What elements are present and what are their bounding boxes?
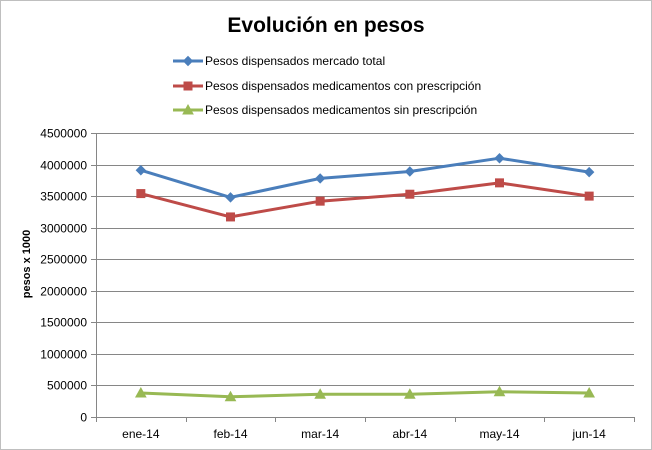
legend-item: Pesos dispensados medicamentos con presc… <box>173 79 481 93</box>
data-point-marker <box>405 189 415 199</box>
series-3 <box>134 385 596 402</box>
data-point-marker <box>182 103 194 115</box>
y-tick-label: 1500000 <box>40 316 87 330</box>
legend-label: Pesos dispensados medicamentos sin presc… <box>205 103 477 117</box>
y-tick-labels: 0 500000 1000000 1500000 2000000 2500000 30000… <box>40 127 87 425</box>
data-point-marker <box>583 166 595 178</box>
data-point-marker <box>403 388 416 399</box>
series-1 <box>135 153 595 203</box>
data-point-marker <box>315 196 325 206</box>
y-tick-label: 4500000 <box>40 127 87 141</box>
data-point-marker <box>224 390 237 402</box>
legend-item: Pesos dispensados mercado total <box>173 54 385 68</box>
y-tick-label: 0 <box>80 411 87 425</box>
data-point-marker <box>314 173 326 184</box>
x-tick-label: ene-14 <box>122 427 160 441</box>
chart-title: Evolución en pesos <box>227 14 424 37</box>
y-tick-label: 2000000 <box>40 285 87 299</box>
series-group <box>134 153 596 402</box>
x-tick-label: abr-14 <box>392 427 427 441</box>
y-tick-label: 3000000 <box>40 222 87 236</box>
data-point-marker <box>136 189 146 199</box>
y-tick-label: 1000000 <box>40 348 87 362</box>
data-point-marker <box>404 166 416 177</box>
y-tick-label: 500000 <box>47 379 87 393</box>
y-tick-label: 4000000 <box>40 159 87 173</box>
x-tick-labels: ene-14 feb-14 mar-14 abr-14 may-14 jun-14 <box>122 427 606 441</box>
data-point-marker <box>183 81 193 91</box>
x-tick-label: feb-14 <box>213 427 247 441</box>
legend-label: Pesos dispensados medicamentos con presc… <box>205 79 481 93</box>
y-tick-label: 3500000 <box>40 190 87 204</box>
data-point-marker <box>226 212 235 222</box>
series-line <box>140 156 590 199</box>
data-point-marker <box>134 386 147 398</box>
data-point-marker <box>314 388 327 399</box>
data-point-marker <box>583 386 596 398</box>
data-point-marker <box>182 55 194 67</box>
x-tick-label: jun-14 <box>571 427 606 441</box>
data-point-marker <box>584 191 594 201</box>
x-tick-label: mar-14 <box>301 427 339 441</box>
legend-label: Pesos dispensados mercado total <box>205 54 385 68</box>
data-point-marker <box>493 385 506 397</box>
axes <box>96 133 635 422</box>
x-tick-label: may-14 <box>479 427 519 441</box>
legend-item: Pesos dispensados medicamentos sin presc… <box>173 103 477 117</box>
y-tick-label: 2500000 <box>40 253 87 267</box>
data-point-marker <box>225 192 236 203</box>
data-point-marker <box>494 153 505 164</box>
legend: Pesos dispensados mercado total Pesos dis… <box>173 54 481 117</box>
series-line <box>140 181 590 219</box>
series-line <box>140 390 590 399</box>
series-2 <box>136 178 594 222</box>
data-point-marker <box>135 165 147 176</box>
data-point-marker <box>495 178 504 188</box>
y-axis-title: pesos x 1000 <box>21 230 33 299</box>
